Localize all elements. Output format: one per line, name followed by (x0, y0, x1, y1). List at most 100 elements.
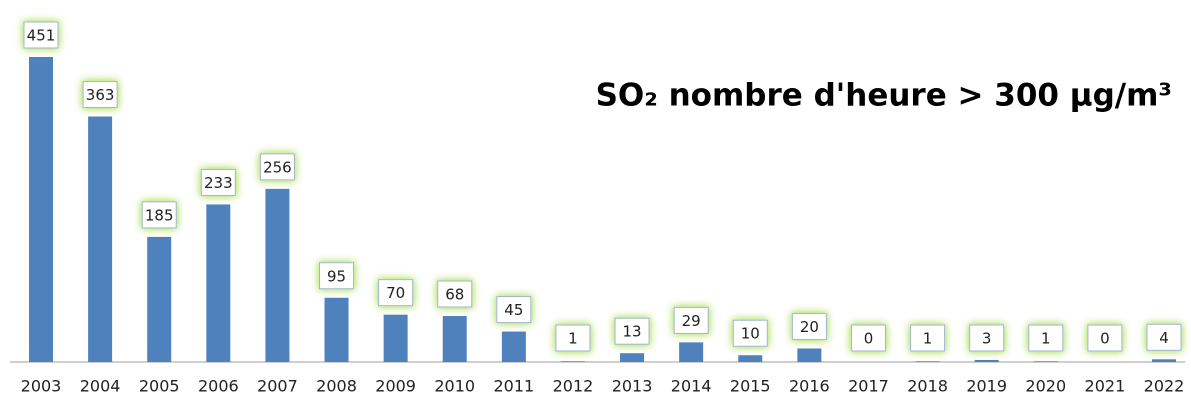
bar (29, 57, 53, 362)
label-box (555, 324, 591, 352)
x-tick-label: 2016 (789, 377, 830, 396)
bar (88, 116, 113, 362)
bar (206, 204, 231, 362)
bar (324, 297, 349, 362)
value-label-box: 70 (378, 279, 414, 307)
label-box (141, 201, 177, 229)
x-tick-label: 2015 (730, 377, 771, 396)
value-label-box: 256 (259, 153, 295, 181)
label-box (614, 317, 650, 345)
value-label: 95 (327, 267, 346, 285)
value-label: 256 (263, 158, 292, 176)
label-box (496, 296, 532, 324)
value-label: 1 (923, 330, 933, 348)
bar (501, 331, 526, 362)
x-tick-label: 2011 (493, 377, 534, 396)
bar (1152, 359, 1176, 362)
bar (915, 361, 940, 362)
value-label-box: 1 (910, 324, 946, 352)
value-label-box: 20 (791, 312, 827, 340)
x-tick-label: 2014 (671, 377, 712, 396)
label-box (378, 279, 414, 307)
value-label: 4 (1159, 329, 1169, 347)
value-label: 70 (386, 284, 405, 302)
label-box (259, 153, 295, 181)
value-label-box: 95 (319, 262, 355, 290)
x-tick-label: 2005 (139, 377, 180, 396)
label-box (1028, 324, 1064, 352)
value-label: 363 (86, 86, 115, 104)
bar (679, 342, 704, 362)
x-tick-label: 2007 (257, 377, 298, 396)
value-label: 68 (445, 286, 464, 304)
value-label: 1 (1041, 330, 1051, 348)
value-label-box: 3 (969, 324, 1005, 352)
value-label-box: 451 (23, 21, 59, 49)
value-label: 1 (568, 330, 578, 348)
value-label: 10 (741, 325, 760, 343)
value-label-box: 10 (732, 319, 768, 347)
value-label: 0 (1100, 330, 1110, 348)
value-label: 20 (800, 318, 819, 336)
bar (383, 314, 408, 362)
value-label-box: 0 (1087, 324, 1123, 352)
value-label: 185 (145, 206, 174, 224)
label-box (1087, 324, 1123, 352)
bar (147, 236, 172, 362)
x-tick-label: 2013 (612, 377, 653, 396)
label-box (23, 21, 59, 49)
value-label: 233 (204, 174, 233, 192)
x-tick-label: 2009 (375, 377, 416, 396)
value-label: 0 (864, 330, 874, 348)
x-tick-label: 2017 (848, 377, 889, 396)
x-tick-label: 2006 (198, 377, 239, 396)
value-label: 451 (27, 27, 56, 45)
bar (797, 348, 822, 362)
x-tick-label: 2003 (21, 377, 62, 396)
value-label-box: 363 (82, 81, 118, 109)
x-tick-label: 2019 (966, 377, 1007, 396)
value-label-box: 13 (614, 317, 650, 345)
label-box (1146, 323, 1182, 351)
value-label: 29 (682, 312, 701, 330)
value-label-box: 1 (555, 324, 591, 352)
label-box (791, 312, 827, 340)
bar (738, 355, 763, 362)
bar (442, 316, 467, 362)
value-label-box: 45 (496, 296, 532, 324)
x-tick-label: 2010 (434, 377, 475, 396)
label-box (319, 262, 355, 290)
value-label: 13 (623, 323, 642, 341)
value-label: 45 (504, 301, 523, 319)
x-tick-label: 2012 (553, 377, 594, 396)
value-label-box: 1 (1028, 324, 1064, 352)
label-box (673, 306, 709, 334)
label-box (437, 280, 473, 308)
value-label: 3 (982, 329, 992, 347)
value-label-box: 29 (673, 306, 709, 334)
label-box (850, 324, 886, 352)
value-label-box: 68 (437, 280, 473, 308)
label-box (732, 319, 768, 347)
x-tick-label: 2021 (1085, 377, 1126, 396)
value-label-box: 233 (200, 168, 236, 196)
value-label-box: 4 (1146, 323, 1182, 351)
label-box (82, 81, 118, 109)
value-label-box: 0 (850, 324, 886, 352)
bar (974, 359, 999, 362)
label-box (200, 168, 236, 196)
x-tick-label: 2004 (80, 377, 121, 396)
x-tick-label: 2022 (1144, 377, 1185, 396)
label-box (969, 324, 1005, 352)
bar (265, 188, 290, 362)
label-box (910, 324, 946, 352)
bar (620, 353, 645, 362)
bar (1033, 361, 1058, 362)
value-label-box: 185 (141, 201, 177, 229)
x-tick-label: 2020 (1025, 377, 1066, 396)
x-tick-label: 2008 (316, 377, 357, 396)
x-tick-label: 2018 (907, 377, 948, 396)
chart-title: SO₂ nombre d'heure > 300 µg/m³ (596, 78, 1172, 114)
bar (560, 361, 585, 362)
